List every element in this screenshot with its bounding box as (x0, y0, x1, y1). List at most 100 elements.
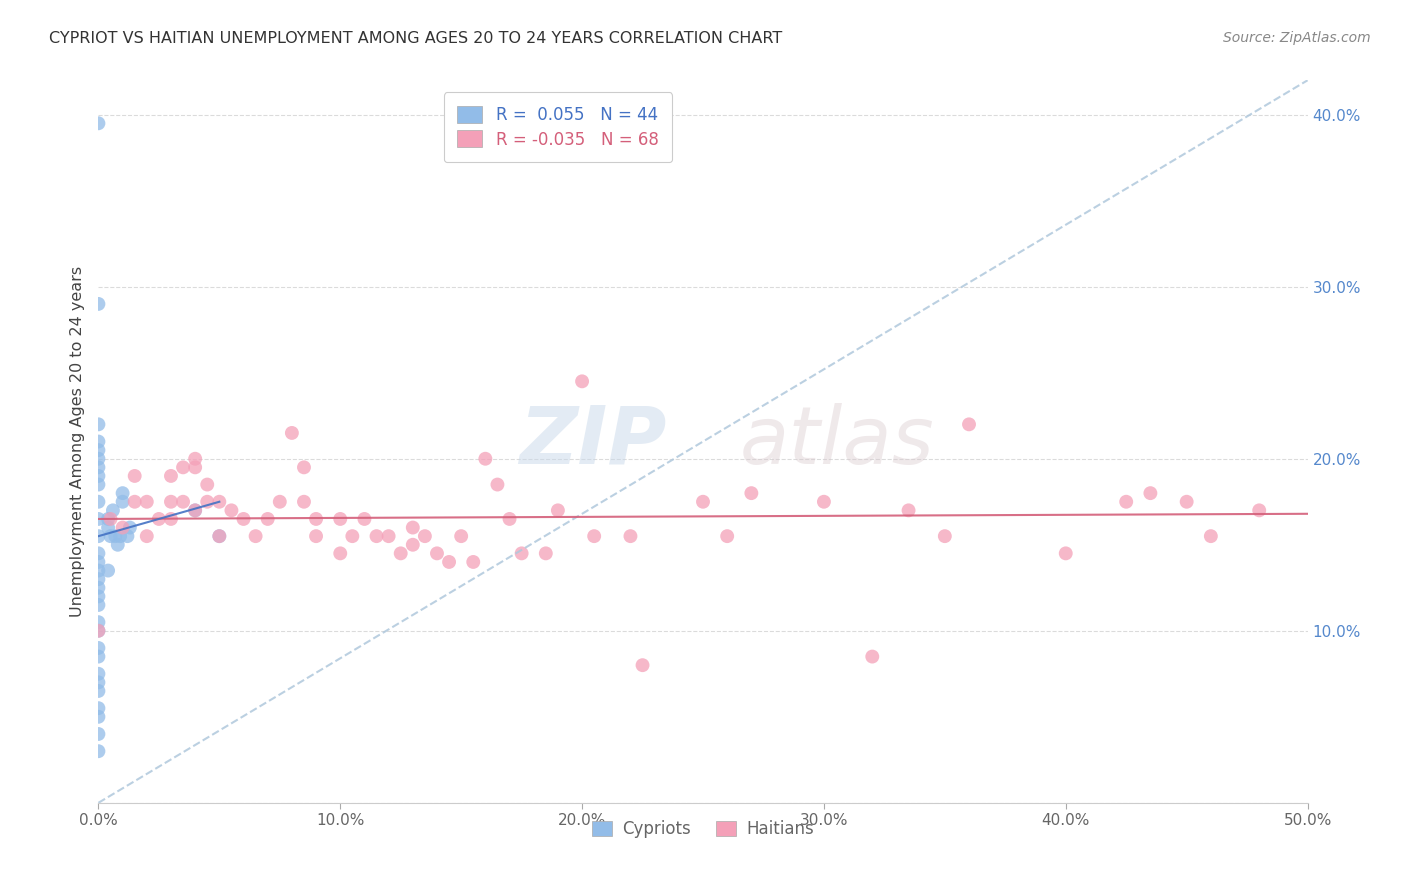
Point (87, 555, 110, 569)
Point (184, 503, 207, 517)
Point (107, 538, 129, 552)
Point (510, 546, 533, 560)
Point (281, 425, 304, 440)
Point (111, 494, 134, 508)
Point (232, 512, 254, 526)
Point (426, 546, 449, 560)
Point (87, 615, 110, 630)
Point (87, 572, 110, 586)
Point (87, 529, 110, 543)
Point (87, 598, 110, 612)
Point (389, 546, 412, 560)
Point (534, 546, 557, 560)
Point (619, 529, 641, 543)
Point (118, 520, 141, 534)
Point (195, 494, 218, 508)
Point (934, 529, 956, 543)
Point (571, 375, 593, 389)
Point (305, 512, 328, 526)
Point (108, 529, 131, 543)
Point (292, 460, 315, 475)
Point (402, 538, 425, 552)
Point (97, 520, 120, 534)
Point (437, 555, 460, 569)
Point (256, 512, 278, 526)
Point (716, 529, 738, 543)
Point (87, 701, 110, 715)
Point (148, 512, 170, 526)
Point (221, 503, 243, 517)
Point (101, 503, 124, 517)
Point (87, 477, 110, 491)
Point (87, 297, 110, 311)
Point (87, 624, 110, 638)
Point (329, 512, 352, 526)
Point (1199, 529, 1222, 543)
Point (97, 512, 120, 526)
Point (208, 494, 231, 508)
Point (184, 503, 207, 517)
Point (184, 460, 207, 475)
Point (329, 546, 352, 560)
Text: CYPRIOT VS HAITIAN UNEMPLOYMENT AMONG AGES 20 TO 24 YEARS CORRELATION CHART: CYPRIOT VS HAITIAN UNEMPLOYMENT AMONG AG… (49, 31, 783, 46)
Point (87, 624, 110, 638)
Point (87, 434, 110, 449)
Point (87, 443, 110, 458)
Point (87, 640, 110, 655)
Point (1115, 494, 1137, 508)
Point (292, 494, 315, 508)
Point (111, 486, 134, 500)
Point (1054, 546, 1077, 560)
Point (740, 486, 762, 500)
Point (366, 529, 388, 543)
Y-axis label: Unemployment Among Ages 20 to 24 years: Unemployment Among Ages 20 to 24 years (70, 266, 86, 617)
Point (135, 529, 157, 543)
Point (87, 460, 110, 475)
Point (87, 581, 110, 595)
Point (692, 494, 714, 508)
Point (208, 529, 231, 543)
Point (87, 666, 110, 681)
Point (87, 546, 110, 560)
Point (87, 684, 110, 698)
Point (195, 477, 218, 491)
Point (87, 512, 110, 526)
Point (486, 477, 509, 491)
Point (87, 116, 110, 130)
Point (474, 451, 496, 466)
Point (402, 520, 425, 534)
Point (124, 494, 146, 508)
Point (100, 529, 122, 543)
Point (172, 460, 194, 475)
Point (269, 494, 291, 508)
Point (87, 675, 110, 690)
Point (1139, 486, 1161, 500)
Point (498, 512, 520, 526)
Point (305, 529, 328, 543)
Point (583, 529, 606, 543)
Text: Source: ZipAtlas.com: Source: ZipAtlas.com (1223, 31, 1371, 45)
Point (1249, 503, 1271, 517)
Point (957, 417, 980, 432)
Point (208, 529, 231, 543)
Point (160, 469, 183, 483)
Point (135, 494, 157, 508)
Point (124, 469, 146, 483)
Point (245, 529, 267, 543)
Point (1175, 494, 1198, 508)
Point (87, 710, 110, 724)
Point (184, 451, 207, 466)
Point (172, 494, 194, 508)
Point (111, 520, 134, 534)
Point (87, 417, 110, 432)
Point (87, 451, 110, 466)
Point (342, 529, 364, 543)
Point (87, 649, 110, 664)
Point (87, 469, 110, 483)
Point (160, 512, 183, 526)
Point (97, 564, 120, 578)
Point (160, 494, 183, 508)
Point (860, 649, 883, 664)
Point (897, 503, 920, 517)
Point (413, 529, 436, 543)
